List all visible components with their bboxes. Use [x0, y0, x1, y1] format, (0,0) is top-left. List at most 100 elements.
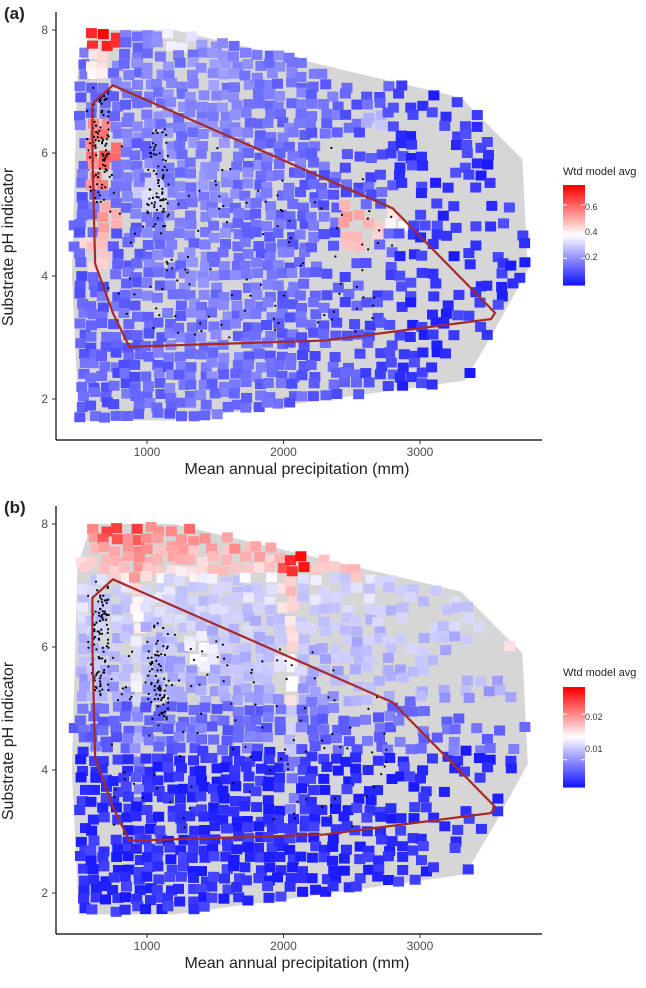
heatmap-cell	[264, 252, 276, 263]
heatmap-cell	[273, 624, 285, 635]
heatmap-cell	[240, 47, 251, 58]
heatmap-cell	[298, 794, 310, 805]
heatmap-cell	[228, 170, 240, 180]
heatmap-cell	[416, 267, 428, 278]
heatmap-cell	[442, 724, 453, 735]
heatmap-cell	[195, 804, 207, 815]
heatmap-cell	[151, 402, 163, 413]
legend-swatch	[563, 774, 585, 778]
heatmap-cell	[243, 79, 255, 90]
heatmap-cell	[354, 151, 366, 162]
heatmap-cell	[118, 308, 130, 318]
heatmap-cell	[319, 338, 331, 348]
sample-point	[147, 204, 150, 207]
sample-point	[368, 210, 371, 213]
heatmap-cell	[397, 851, 409, 862]
heatmap-cell	[241, 603, 253, 614]
sample-point	[153, 201, 157, 204]
heatmap-cell	[242, 59, 254, 70]
heatmap-cell	[463, 692, 475, 703]
heatmap-cell	[251, 290, 263, 300]
legend-swatch	[563, 757, 585, 761]
sample-point	[316, 321, 320, 324]
heatmap-cell	[417, 160, 429, 171]
heatmap-cell	[418, 706, 430, 717]
sample-point	[99, 685, 102, 688]
heatmap-cell	[87, 814, 99, 825]
heatmap-cell	[385, 148, 397, 159]
heatmap-cell	[242, 127, 254, 138]
sample-point	[150, 656, 153, 659]
sample-point	[221, 643, 224, 646]
heatmap-cell	[122, 237, 134, 248]
legend-swatch	[563, 734, 585, 738]
heatmap-cell	[112, 786, 124, 797]
x-tick-label: 1000	[134, 939, 161, 953]
heatmap-cell	[140, 141, 152, 151]
heatmap-cell	[77, 691, 88, 702]
heatmap-cell	[299, 218, 311, 229]
heatmap-cell	[252, 582, 264, 593]
heatmap-cell	[264, 746, 276, 757]
heatmap-cell	[318, 724, 330, 735]
heatmap-cell	[287, 633, 299, 644]
heatmap-cell	[498, 218, 509, 229]
heatmap-cell	[252, 268, 264, 279]
sample-point	[117, 699, 120, 702]
sample-point	[262, 233, 265, 236]
heatmap-cell	[122, 754, 134, 765]
heatmap-cell	[284, 804, 296, 815]
heatmap-cell	[239, 801, 251, 812]
heatmap-cell	[384, 711, 396, 722]
sample-point	[101, 152, 104, 155]
sample-point	[161, 711, 165, 714]
heatmap-cell	[295, 158, 306, 168]
sample-point	[152, 153, 155, 156]
heatmap-cell	[286, 624, 298, 635]
heatmap-cell	[310, 267, 322, 278]
heatmap-cell	[338, 853, 350, 864]
sample-point	[96, 630, 99, 633]
heatmap-cell	[199, 852, 211, 863]
heatmap-cell	[112, 865, 124, 875]
heatmap-cell	[198, 782, 210, 792]
heatmap-cell	[129, 227, 141, 238]
heatmap-cell	[140, 602, 152, 613]
heatmap-cell	[111, 534, 123, 545]
heatmap-cell	[207, 68, 219, 79]
heatmap-cell	[228, 40, 240, 51]
heatmap-cell	[363, 377, 375, 388]
heatmap-cell	[417, 841, 429, 852]
heatmap-cell	[108, 715, 120, 726]
heatmap-cell	[242, 148, 254, 158]
heatmap-cell	[503, 202, 515, 213]
sample-point	[102, 163, 105, 166]
heatmap-cell	[448, 330, 460, 341]
heatmap-cell	[471, 110, 483, 120]
heatmap-cell	[339, 377, 351, 388]
sample-point	[275, 705, 278, 708]
heatmap-cell	[74, 120, 86, 131]
heatmap-cell	[76, 402, 88, 412]
heatmap-cell	[296, 783, 308, 794]
heatmap-cell	[162, 753, 174, 764]
heatmap-cell	[131, 288, 143, 299]
sample-point	[152, 142, 155, 145]
sample-point	[97, 600, 100, 603]
heatmap-cell	[88, 48, 100, 59]
heatmap-cell	[77, 703, 89, 714]
y-tick-label: 4	[41, 269, 48, 283]
heatmap-cell	[210, 615, 222, 626]
heatmap-cell	[264, 100, 276, 111]
sample-point	[102, 114, 105, 117]
heatmap-cell	[365, 795, 377, 806]
heatmap-cell	[155, 545, 167, 556]
heatmap-cell	[195, 621, 207, 632]
sample-point	[199, 322, 202, 325]
heatmap-cell	[78, 160, 90, 171]
legend-label: 0.4	[585, 227, 598, 237]
heatmap-cell	[75, 772, 87, 783]
heatmap-cell	[175, 260, 187, 271]
heatmap-cell	[189, 545, 200, 556]
heatmap-cell	[475, 676, 487, 687]
